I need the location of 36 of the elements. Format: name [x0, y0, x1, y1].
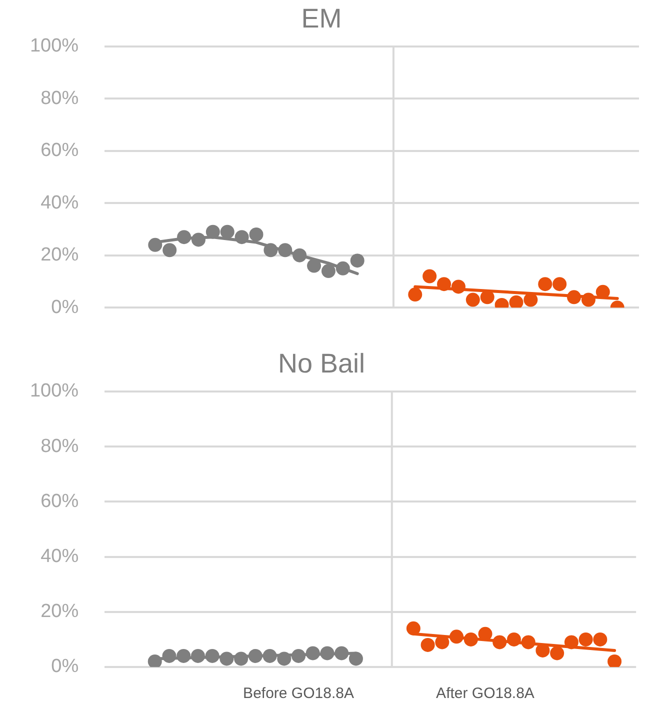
- y-tick-label: 100%: [30, 380, 79, 402]
- point: [552, 277, 567, 292]
- y-tick-label: 20%: [40, 601, 79, 622]
- y-tick-label: 80%: [40, 88, 79, 109]
- y-tick-label: 60%: [40, 490, 79, 512]
- point: [422, 269, 437, 284]
- x-tick-label: Before GO18.8A: [243, 685, 354, 702]
- point: [408, 288, 422, 302]
- point: [550, 646, 564, 660]
- point: [220, 224, 234, 239]
- point: [350, 254, 364, 268]
- x-tick-label: After GO18.8A: [436, 685, 534, 702]
- y-tick-label: 20%: [40, 244, 79, 266]
- point: [420, 638, 435, 652]
- point: [509, 295, 524, 308]
- point: [307, 258, 322, 273]
- point: [578, 632, 593, 646]
- y-tick-label: 80%: [40, 436, 79, 457]
- y-tick-label: 0%: [51, 296, 79, 318]
- point: [524, 292, 538, 307]
- point: [249, 227, 264, 242]
- y-tick-label: 0%: [51, 656, 79, 678]
- point: [466, 292, 480, 307]
- y-tick-label: 60%: [40, 140, 79, 162]
- y-tick-label: 40%: [40, 192, 79, 214]
- chart-title: No Bail: [278, 348, 366, 379]
- point: [538, 277, 552, 292]
- chart-title: EM: [301, 4, 342, 34]
- point: [406, 621, 420, 636]
- point: [148, 654, 162, 667]
- y-tick-label: 100%: [30, 36, 79, 57]
- point: [321, 264, 336, 278]
- point: [593, 632, 608, 646]
- point: [608, 654, 622, 667]
- y-tick-label: 40%: [40, 546, 79, 567]
- point: [162, 243, 177, 258]
